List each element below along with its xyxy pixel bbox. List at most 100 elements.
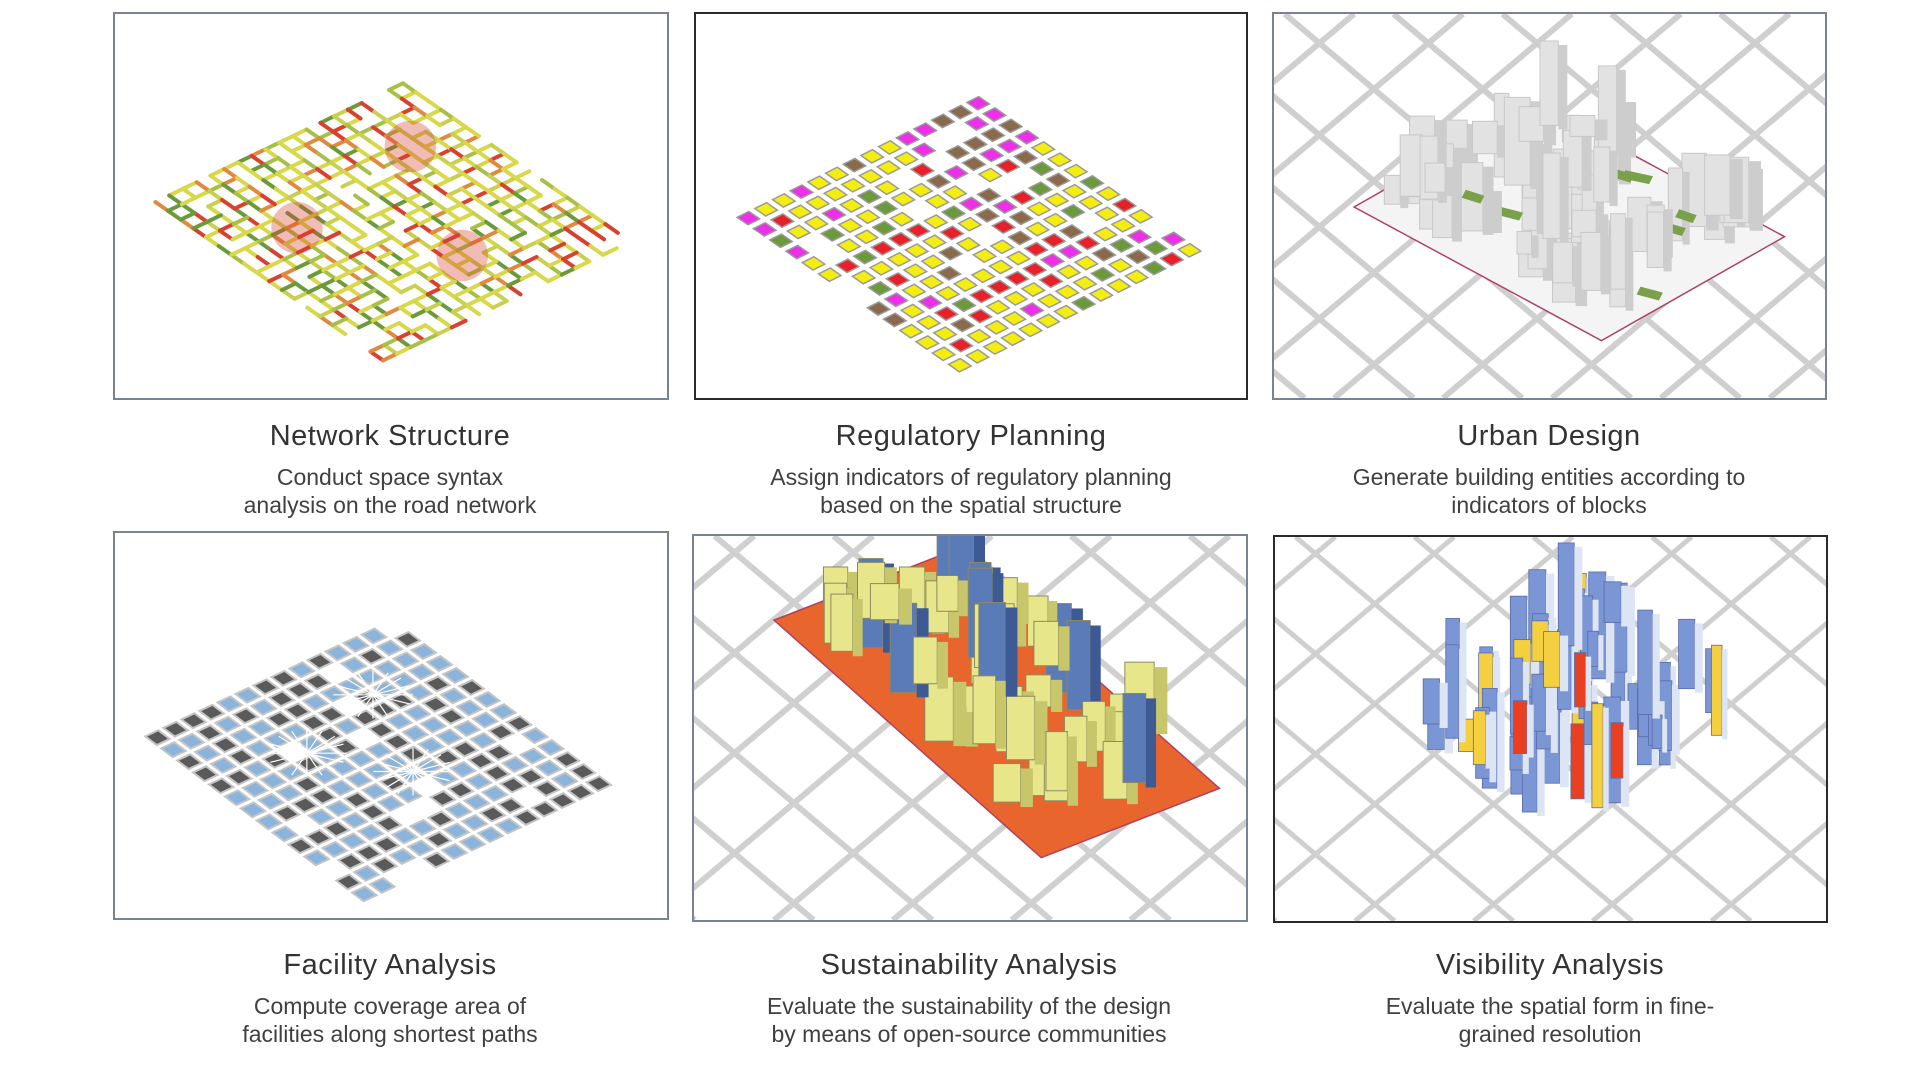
city-block	[471, 711, 500, 729]
land-parcel	[1000, 331, 1026, 347]
land-parcel	[935, 285, 961, 301]
road-segment	[455, 248, 472, 262]
land-parcel	[850, 269, 877, 285]
city-block	[231, 707, 260, 725]
road-segment	[222, 160, 240, 172]
road-segment	[332, 285, 351, 297]
road-segment	[444, 208, 462, 222]
city-block	[360, 782, 390, 800]
facade-grid	[1651, 714, 1663, 750]
road-segment	[178, 217, 196, 231]
city-block	[281, 722, 310, 740]
city-block	[494, 817, 523, 835]
road-segment	[339, 200, 356, 213]
road-segment	[277, 140, 294, 154]
road-segment	[493, 268, 511, 279]
road-segment	[438, 301, 455, 314]
land-parcel	[1035, 313, 1061, 329]
building-side	[1662, 718, 1668, 753]
street	[1275, 917, 1278, 921]
building-side	[953, 681, 967, 747]
land-parcel	[964, 115, 990, 131]
city-block	[304, 828, 333, 846]
shortest-path	[291, 752, 308, 776]
road-segment	[285, 211, 303, 224]
land-parcel	[965, 95, 991, 111]
building-side	[1560, 156, 1569, 243]
road-segment	[469, 235, 487, 246]
road-segment	[351, 202, 370, 213]
city-block	[326, 779, 356, 797]
building-side	[1067, 736, 1077, 796]
road-segment	[387, 87, 404, 101]
road-segment	[364, 211, 383, 222]
land-parcel	[940, 205, 967, 221]
road-segment	[563, 219, 581, 231]
road-segment	[344, 123, 362, 136]
road-segment	[512, 191, 530, 205]
land-parcel	[967, 308, 994, 324]
building-massing-model-icon	[1274, 14, 1825, 398]
city-block	[550, 771, 579, 789]
road-segment	[379, 195, 397, 209]
road-segment	[456, 233, 474, 246]
road-segment	[436, 325, 454, 336]
city-block	[303, 673, 332, 691]
road-segment	[422, 138, 441, 150]
city-block	[478, 805, 507, 823]
green-space	[1675, 209, 1697, 224]
road-segment	[302, 158, 320, 172]
land-parcel	[988, 259, 1014, 275]
land-parcel	[819, 226, 846, 242]
land-parcel	[1176, 242, 1203, 258]
road-segment	[329, 138, 348, 150]
land-parcel	[1111, 197, 1138, 213]
land-parcel	[933, 306, 960, 322]
road-segment	[417, 222, 434, 235]
road-segment	[399, 283, 417, 295]
road-segment	[331, 123, 349, 134]
road-segment	[334, 261, 352, 275]
road-segment	[311, 206, 330, 218]
land-parcel	[1005, 250, 1032, 266]
road-segment	[575, 235, 593, 249]
road-segment	[535, 233, 554, 244]
building-block	[1033, 620, 1059, 667]
building-block	[1122, 692, 1147, 784]
land-parcel	[955, 236, 982, 252]
city-block	[414, 757, 444, 775]
road-segment	[573, 259, 592, 270]
land-parcel	[969, 288, 995, 304]
facade-grid	[1637, 609, 1653, 715]
building-side	[1090, 625, 1101, 715]
road-segment	[576, 219, 594, 233]
road-segment	[303, 142, 321, 156]
road-segment	[417, 215, 436, 227]
road-segment	[549, 226, 568, 238]
road-segment	[482, 235, 500, 249]
street	[1709, 821, 1826, 921]
city-block	[243, 760, 272, 778]
land-parcel	[840, 177, 866, 193]
land-parcel	[1029, 161, 1055, 177]
city-block	[374, 815, 403, 833]
urban-design-panel	[1272, 12, 1827, 400]
land-parcel	[853, 229, 880, 245]
land-parcel	[942, 185, 968, 201]
land-parcel	[1160, 231, 1187, 247]
road-segment	[564, 204, 582, 216]
road-segment	[460, 171, 478, 185]
road-segment	[418, 206, 436, 220]
building-block	[972, 675, 997, 745]
city-block	[342, 791, 372, 809]
land-parcel	[971, 248, 998, 264]
city-block	[421, 695, 450, 713]
land-parcel	[1072, 275, 1098, 291]
land-parcel	[908, 182, 934, 198]
building-side	[1609, 150, 1618, 206]
road-segment	[288, 164, 306, 178]
road-segment	[345, 101, 364, 112]
road-segment	[386, 281, 404, 295]
land-parcel	[894, 131, 921, 147]
building-side	[958, 580, 968, 617]
